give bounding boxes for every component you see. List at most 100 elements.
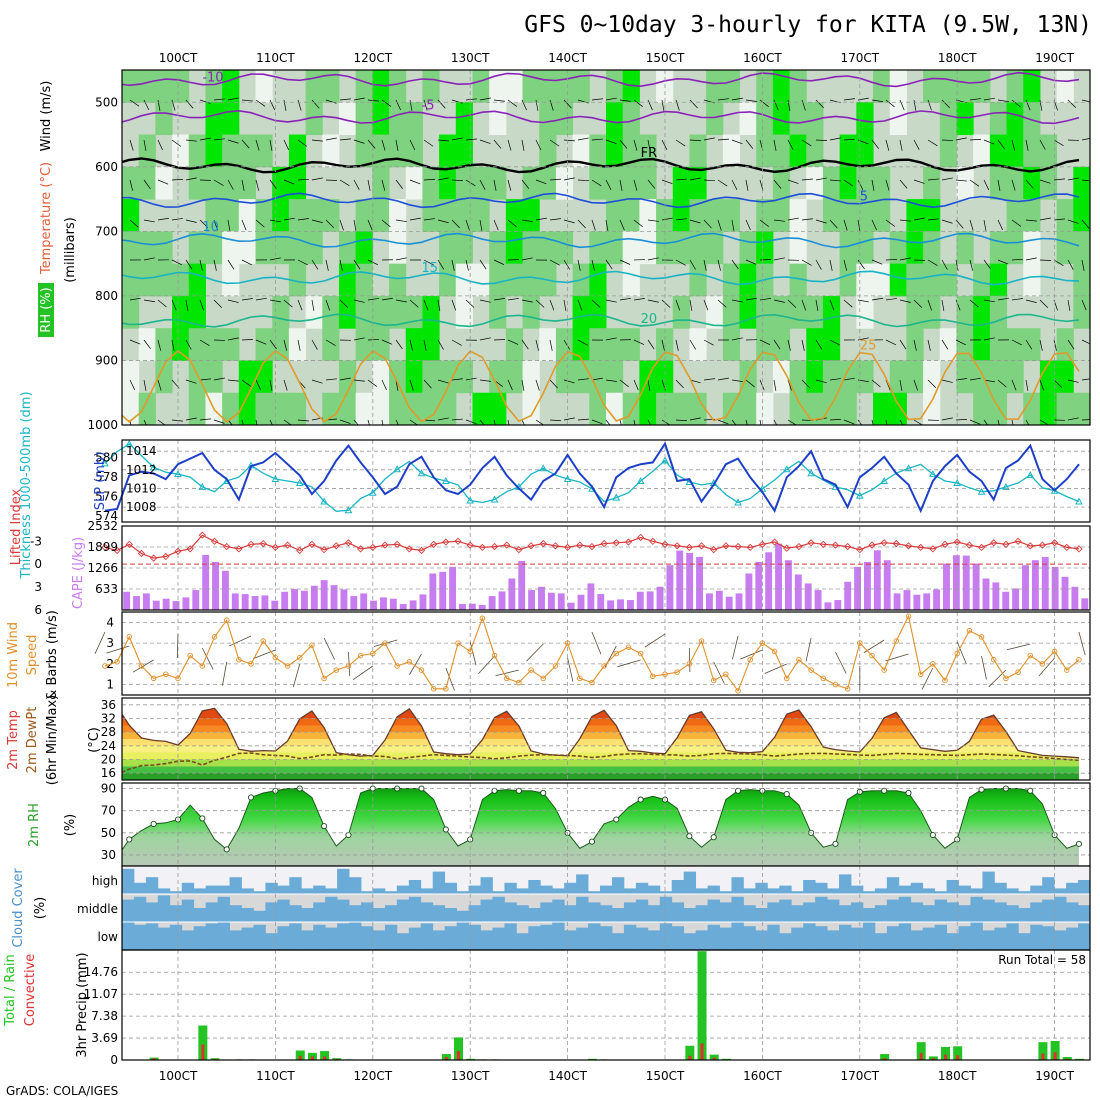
wind-barb xyxy=(899,379,903,391)
total-precip-bar xyxy=(697,951,707,1060)
wind-speed-marker xyxy=(102,663,108,669)
temp2m-label: 2m Temp xyxy=(6,710,21,770)
wind-barb xyxy=(871,219,877,231)
cloud-bar xyxy=(647,905,661,922)
cape-bar xyxy=(775,543,782,610)
cloud-bar xyxy=(492,896,505,922)
cloud-bar xyxy=(803,902,816,922)
wind-speed-marker xyxy=(223,617,230,624)
wind-barb xyxy=(283,99,287,111)
lifted-tick-label: 0 xyxy=(34,557,42,571)
wind-barb xyxy=(479,97,491,101)
surface-wind-barb xyxy=(644,633,666,648)
wind-barb xyxy=(955,339,967,346)
rh-cell xyxy=(272,295,290,329)
wind-barb xyxy=(829,378,841,381)
wind-barb xyxy=(647,379,651,391)
wind-barb xyxy=(843,179,854,187)
rh-cell xyxy=(906,231,924,265)
wind-barb xyxy=(297,339,301,351)
lifted-index-marker xyxy=(356,545,365,553)
wind-barb xyxy=(563,417,575,421)
rh-cell xyxy=(1006,70,1024,103)
wind-barb xyxy=(549,379,558,389)
bottom-tick-label: 160CT xyxy=(743,1069,782,1083)
wind-barb xyxy=(549,178,561,181)
rh-area xyxy=(122,788,1079,866)
lifted-index-marker xyxy=(539,539,547,548)
convective-precip-bar xyxy=(700,1043,704,1060)
rh-cell xyxy=(772,70,791,103)
rh-cell xyxy=(455,199,473,232)
rh-cell xyxy=(873,392,891,425)
cape-bar xyxy=(883,560,891,610)
bottom-tick-label: 140CT xyxy=(548,1069,587,1083)
wind-barb xyxy=(227,219,231,231)
rh-cell xyxy=(1006,328,1024,361)
rh-cell xyxy=(222,134,240,168)
total-precip-bar xyxy=(709,1054,719,1060)
cloud-bar xyxy=(695,888,708,894)
rh-cell xyxy=(1006,231,1024,265)
wind-tick-label: 3 xyxy=(106,636,114,650)
wind-barb xyxy=(199,259,203,271)
thickness-marker xyxy=(344,506,353,514)
cloud-bar xyxy=(122,899,135,922)
wind-speed-label: Speed xyxy=(25,635,40,676)
wind-barb xyxy=(633,139,638,151)
rh-tick-label: 50 xyxy=(101,826,116,840)
wind-barb xyxy=(563,259,570,270)
wind-barb xyxy=(227,139,239,144)
thickness-marker xyxy=(295,478,304,486)
cloud-bar xyxy=(361,891,374,894)
wind-barb xyxy=(269,257,281,261)
cloud-bar xyxy=(432,871,446,894)
lifted-index-marker xyxy=(296,546,304,555)
rh-marker xyxy=(321,823,328,830)
cape-bar xyxy=(310,585,318,610)
wind-barb xyxy=(1096,98,1100,100)
wind-speed-marker xyxy=(625,644,632,651)
wind-barb xyxy=(577,137,589,141)
cape-bar xyxy=(1051,566,1059,610)
wind-barb xyxy=(185,139,197,142)
cape-bar xyxy=(172,601,180,610)
rh-cell xyxy=(155,70,173,103)
rh-cell xyxy=(489,392,507,425)
bottom-tick-label: 190CT xyxy=(1035,1069,1074,1083)
cloud-bar xyxy=(1018,908,1031,922)
rh-cell xyxy=(522,295,540,329)
rh-cell xyxy=(272,231,290,265)
rh-cell xyxy=(288,134,307,168)
thickness-marker xyxy=(734,498,742,506)
wind-barb xyxy=(843,219,848,231)
wind-barb xyxy=(171,139,182,147)
wind-barb xyxy=(997,99,1009,103)
thickness-marker xyxy=(174,470,182,478)
rh-cell xyxy=(489,102,507,136)
cloud-bar xyxy=(205,902,219,922)
rh-cell xyxy=(1073,166,1090,200)
rh-cell xyxy=(873,199,891,232)
rh-cell xyxy=(1006,102,1024,136)
wind-barb xyxy=(353,179,360,190)
wind-speed-marker xyxy=(187,652,193,659)
wind-speed-marker xyxy=(163,671,169,678)
lifted-index-marker xyxy=(417,546,426,555)
cloud-bar xyxy=(253,910,266,922)
temp-tick-label: 28 xyxy=(101,725,116,739)
wind-barb xyxy=(493,219,499,231)
wind-barb xyxy=(955,378,967,381)
wind-barb xyxy=(1067,99,1077,108)
isotherm-line xyxy=(122,71,1080,88)
wind-barb xyxy=(927,379,937,388)
cloud-bar xyxy=(671,880,685,894)
cape-bar xyxy=(419,594,427,610)
lifted-index-marker xyxy=(1014,537,1022,545)
wind-barb xyxy=(143,179,151,190)
rh-cell xyxy=(172,134,190,168)
convective-precip-bar xyxy=(310,1056,314,1060)
lifted-index-marker xyxy=(1075,545,1083,553)
wind-barb xyxy=(395,257,407,261)
